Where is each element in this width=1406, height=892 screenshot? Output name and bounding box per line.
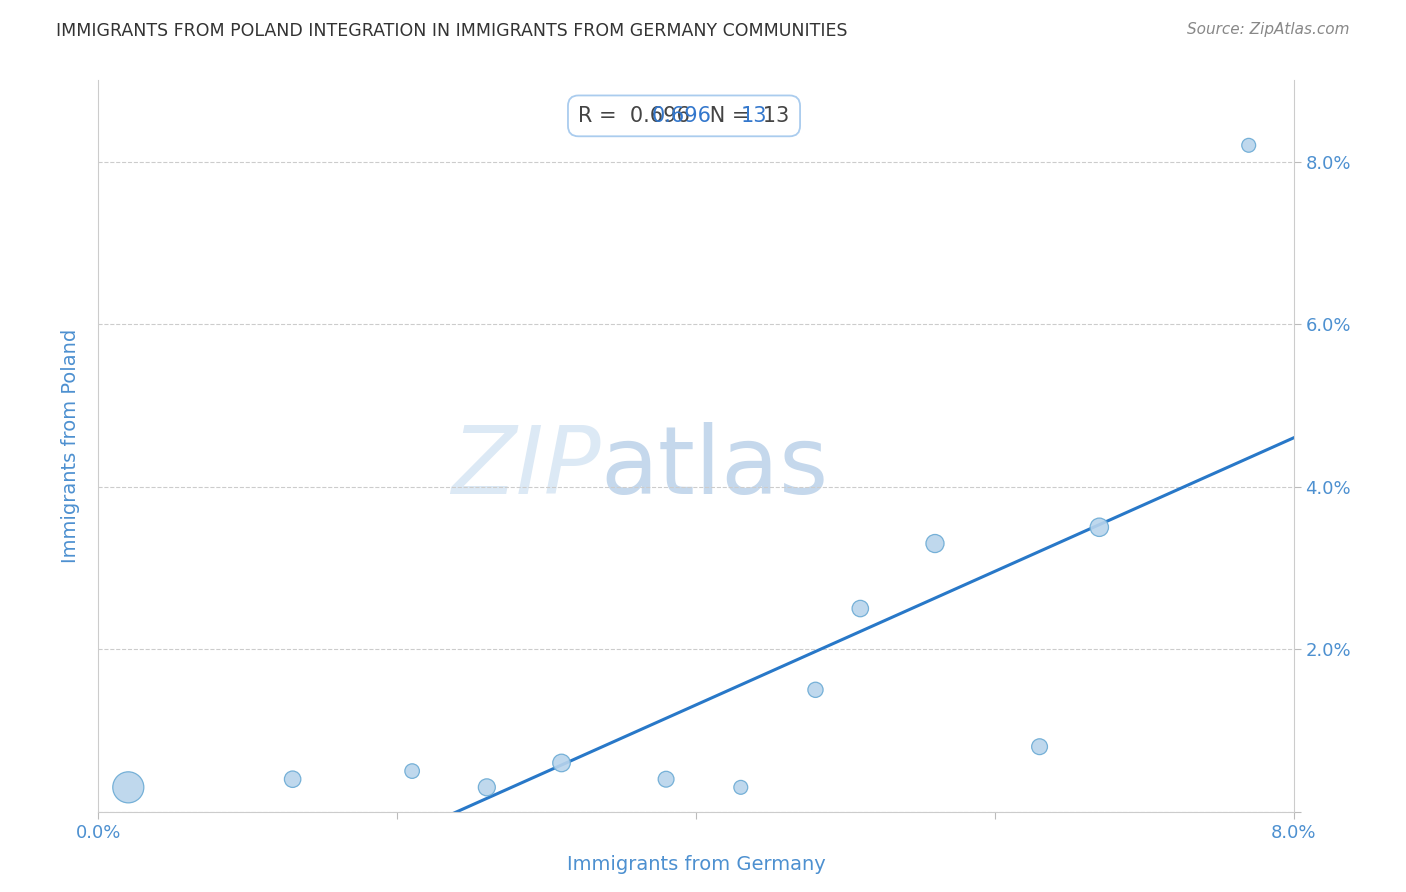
Text: Source: ZipAtlas.com: Source: ZipAtlas.com — [1187, 22, 1350, 37]
Text: ZIP: ZIP — [451, 423, 600, 514]
Point — [401, 764, 423, 778]
Point — [1237, 138, 1260, 153]
Text: IMMIGRANTS FROM POLAND INTEGRATION IN IMMIGRANTS FROM GERMANY COMMUNITIES: IMMIGRANTS FROM POLAND INTEGRATION IN IM… — [56, 22, 848, 40]
Text: atlas: atlas — [600, 422, 828, 514]
Text: 13: 13 — [740, 106, 766, 126]
X-axis label: Immigrants from Germany: Immigrants from Germany — [567, 855, 825, 874]
Point — [1028, 739, 1050, 754]
Point — [655, 772, 678, 787]
Text: 0.696: 0.696 — [652, 106, 711, 126]
Point — [924, 536, 946, 550]
Point — [849, 601, 872, 615]
Point — [475, 780, 498, 795]
Point — [281, 772, 304, 787]
Point — [730, 780, 752, 795]
Point — [804, 682, 827, 697]
Point — [1088, 520, 1111, 534]
Point — [117, 780, 139, 795]
Y-axis label: Immigrants from Poland: Immigrants from Poland — [60, 329, 80, 563]
Text: R =  0.696   N =  13: R = 0.696 N = 13 — [578, 106, 790, 126]
Point — [550, 756, 572, 770]
